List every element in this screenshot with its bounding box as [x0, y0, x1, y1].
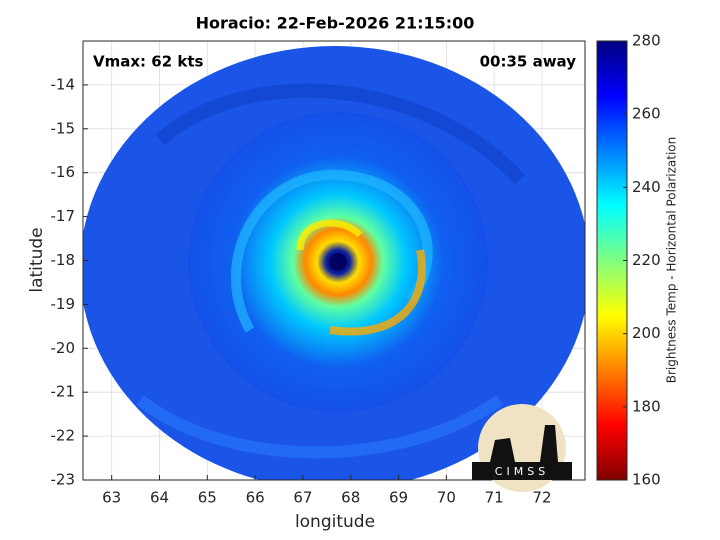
y-tick-label: -14	[51, 75, 76, 93]
x-tick-label: 67	[293, 489, 312, 507]
colorbar-tick-label: 280	[632, 32, 661, 50]
x-tick-label: 69	[389, 489, 408, 507]
colorbar-tick-label: 200	[632, 324, 661, 342]
x-tick-label: 65	[198, 489, 217, 507]
x-tick-label: 63	[102, 489, 121, 507]
satellite-image	[83, 46, 585, 480]
x-tick-label: 71	[485, 489, 504, 507]
y-tick-label: -23	[51, 471, 76, 489]
y-tick-label: -16	[51, 163, 76, 181]
colorbar-tick-label: 240	[632, 178, 661, 196]
annotation: 00:35 away	[480, 53, 577, 71]
x-tick-label: 70	[437, 489, 456, 507]
y-tick-label: -19	[51, 295, 76, 313]
colorbar-tick-label: 220	[632, 251, 661, 269]
y-tick-label: -21	[51, 383, 76, 401]
annotation: Vmax: 62 kts	[93, 53, 203, 71]
colorbar-tick-label: 160	[632, 471, 661, 489]
y-tick-label: -18	[51, 251, 76, 269]
colorbar-label: Brightness Temp - Horizontal Polarizatio…	[665, 137, 679, 384]
y-axis-label: latitude	[27, 227, 47, 292]
colorbar-tick-label: 180	[632, 397, 661, 415]
y-tick-label: -17	[51, 207, 76, 225]
colorbar	[596, 40, 628, 481]
logo: CIMSS	[472, 404, 572, 492]
chart-title: Horacio: 22-Feb-2026 21:15:00	[196, 14, 475, 33]
colorbar-tick-label: 260	[632, 105, 661, 123]
y-tick-label: -15	[51, 119, 76, 137]
x-tick-label: 66	[246, 489, 265, 507]
y-tick-label: -20	[51, 339, 76, 357]
x-tick-label: 68	[341, 489, 360, 507]
x-tick-label: 72	[532, 489, 551, 507]
y-tick-label: -22	[51, 427, 76, 445]
x-axis-label: longitude	[295, 512, 375, 532]
x-tick-label: 64	[150, 489, 169, 507]
logo-text: CIMSS	[495, 465, 549, 478]
